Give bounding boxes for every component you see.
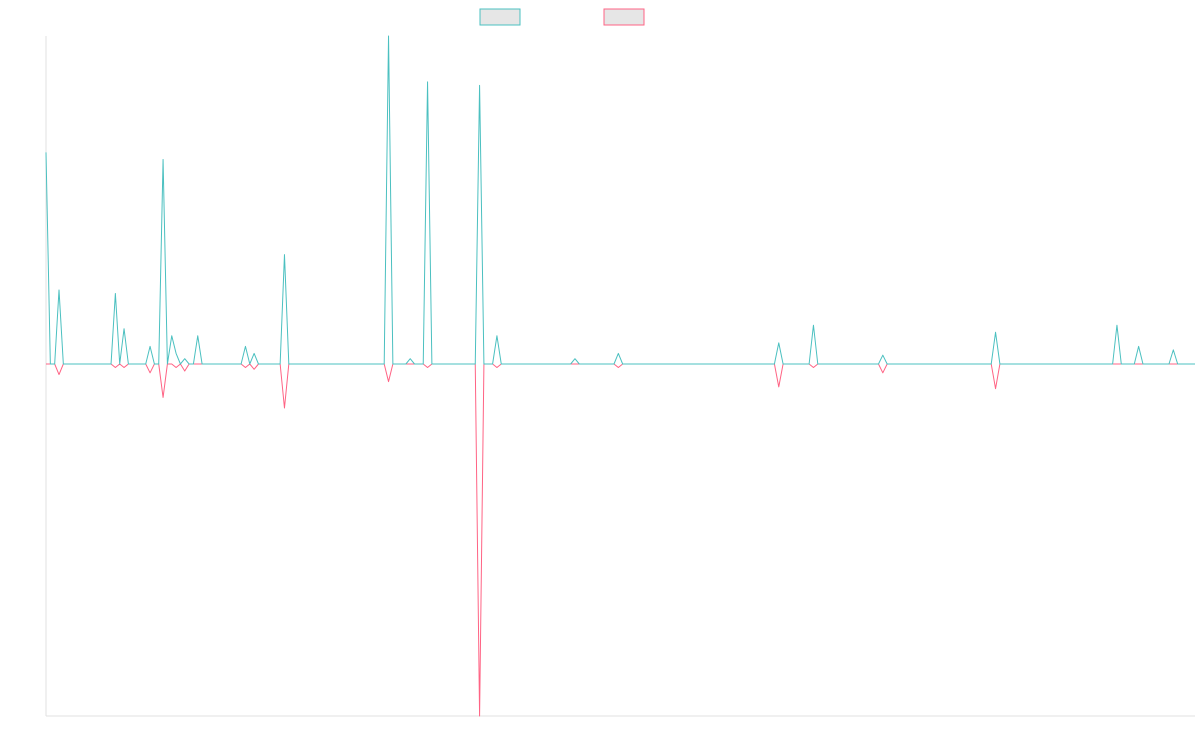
series-line-1 — [45, 35, 1195, 365]
series-line-2 — [46, 363, 1195, 717]
legend-swatch-1[interactable] — [479, 8, 521, 26]
legend — [479, 8, 645, 26]
axes — [45, 36, 1195, 717]
series-layer — [45, 35, 1195, 717]
legend-swatch-2[interactable] — [603, 8, 645, 26]
